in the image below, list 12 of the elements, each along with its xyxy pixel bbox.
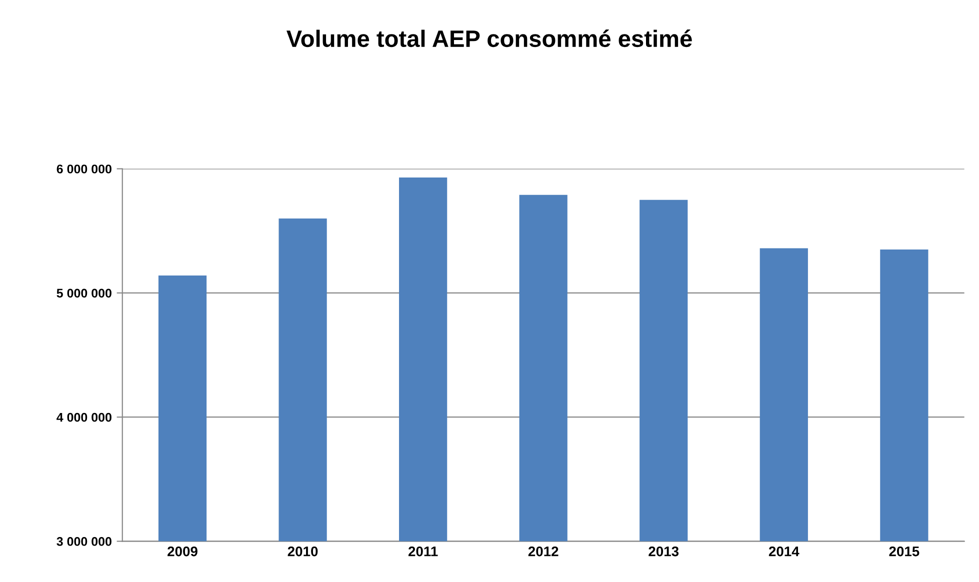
x-tick-label: 2015: [889, 546, 920, 556]
x-tick-label: 2012: [528, 546, 558, 556]
y-tick-label: 6 000 000: [56, 164, 112, 174]
y-tick-label: 5 000 000: [56, 288, 112, 298]
x-tick-label: 2011: [408, 546, 438, 556]
x-tick-label: 2014: [768, 546, 800, 556]
y-tick-label: 4 000 000: [56, 412, 112, 422]
y-tick-label: 3 000 000: [56, 537, 112, 546]
x-tick-label: 2013: [648, 546, 679, 556]
x-tick-label: 2010: [288, 546, 318, 556]
x-tick-label: 2009: [168, 546, 198, 556]
chart-title: Volume total AEP consommé estimé: [286, 30, 692, 48]
